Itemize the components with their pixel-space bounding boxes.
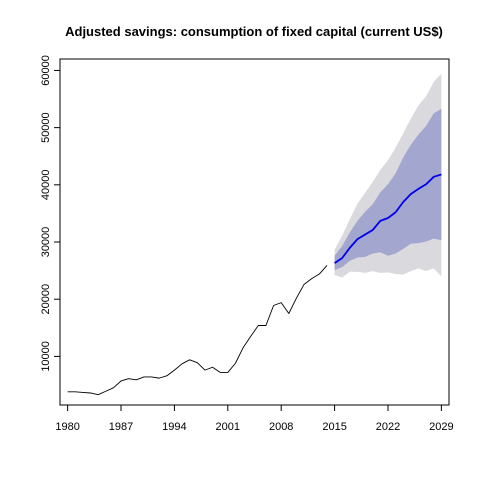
history-series-line: [67, 265, 328, 396]
x-tick-label: 2008: [269, 421, 293, 433]
x-tick-label: 2001: [216, 421, 240, 433]
forecast-series-line: [334, 173, 442, 264]
x-tick-label: 2022: [376, 421, 400, 433]
x-tick-label: 2029: [429, 421, 453, 433]
y-tick-label: 60000: [40, 55, 52, 86]
x-tick-label: 1994: [162, 421, 186, 433]
x-tick-label: 1987: [109, 421, 133, 433]
x-tick-label: 2015: [322, 421, 346, 433]
prediction-bands: [334, 73, 442, 278]
x-axis: 1980 1987 1994 2001 2008 2015 2022 2029: [55, 404, 454, 433]
y-axis: 10000 20000 30000 40000 50000 60000: [40, 55, 61, 372]
y-tick-label: 40000: [40, 170, 52, 201]
series-lines: [67, 173, 442, 396]
chart-title: Adjusted savings: consumption of fixed c…: [65, 24, 443, 39]
y-tick-label: 50000: [40, 112, 52, 143]
y-tick-label: 30000: [40, 227, 52, 258]
x-tick-label: 1980: [55, 421, 79, 433]
y-tick-label: 10000: [40, 341, 52, 372]
inner-prediction-band: [334, 108, 442, 271]
y-tick-label: 20000: [40, 284, 52, 315]
